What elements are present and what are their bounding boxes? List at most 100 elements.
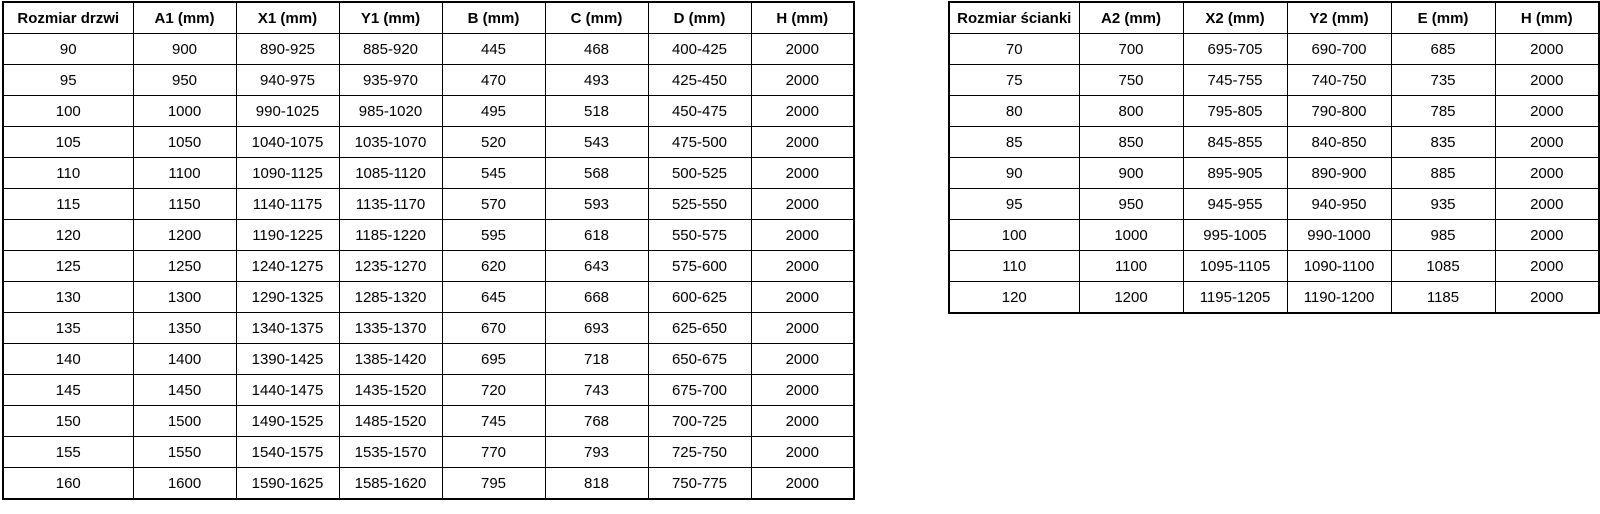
table-cell: 675-700 [647,374,752,406]
table-cell: 735 [1390,64,1496,96]
table-cell: 2000 [750,467,855,500]
table-cell: 2000 [750,33,855,65]
table-cell: 80 [948,95,1080,127]
table-cell: 1185 [1390,281,1496,314]
table-cell: 1290-1325 [235,281,340,313]
table-cell: 105 [2,126,134,158]
table-cell: 2000 [750,64,855,96]
table-cell: 995-1005 [1182,219,1288,251]
table-row: 85 850 845-855 840-850 835 2000 [948,126,1600,158]
table-cell: 1240-1275 [235,250,340,282]
table-cell: 1095-1105 [1182,250,1288,282]
table-cell: 795 [441,467,546,500]
table-cell: 1000 [132,95,237,127]
table-cell: 2000 [750,188,855,220]
table-cell: 743 [544,374,649,406]
table-cell: 840-850 [1286,126,1392,158]
table-cell: 645 [441,281,546,313]
table-cell: 445 [441,33,546,65]
table-cell: 2000 [1494,64,1600,96]
table-cell: 90 [2,33,134,65]
table-cell: 95 [2,64,134,96]
table-cell: 768 [544,405,649,437]
door-table-body: 90 900 890-925 885-920 445 468 400-425 2000 95 95… [2,33,855,500]
table-cell: 718 [544,343,649,375]
header-cell: Y2 (mm) [1286,1,1392,34]
table-cell: 643 [544,250,649,282]
header-cell: A2 (mm) [1078,1,1184,34]
table-cell: 1085 [1390,250,1496,282]
wall-size-table: Rozmiar ścianki A2 (mm) X2 (mm) Y2 (mm) E (m… [948,1,1600,314]
table-cell: 1000 [1078,219,1184,251]
table-cell: 495 [441,95,546,127]
table-cell: 120 [948,281,1080,314]
table-row: 95 950 945-955 940-950 935 2000 [948,188,1600,220]
table-cell: 745-755 [1182,64,1288,96]
table-row: 150 1500 1490-1525 1485-1520 745 768 700-725 20… [2,405,855,437]
table-cell: 1100 [132,157,237,189]
table-row: 115 1150 1140-1175 1135-1170 570 593 525-550 20… [2,188,855,220]
table-cell: 400-425 [647,33,752,65]
table-cell: 1235-1270 [338,250,443,282]
table-cell: 1135-1170 [338,188,443,220]
table-cell: 1450 [132,374,237,406]
table-cell: 1490-1525 [235,405,340,437]
table-cell: 568 [544,157,649,189]
table-cell: 70 [948,33,1080,65]
table-cell: 2000 [1494,219,1600,251]
table-cell: 2000 [1494,281,1600,314]
table-cell: 625-650 [647,312,752,344]
table-cell: 90 [948,157,1080,189]
table-cell: 1185-1220 [338,219,443,251]
table-cell: 685 [1390,33,1496,65]
table-cell: 130 [2,281,134,313]
table-row: 95 950 940-975 935-970 470 493 425-450 2000 [2,64,855,96]
table-cell: 75 [948,64,1080,96]
table-cell: 985-1020 [338,95,443,127]
table-cell: 1200 [132,219,237,251]
table-cell: 818 [544,467,649,500]
table-row: 125 1250 1240-1275 1235-1270 620 643 575-600 20… [2,250,855,282]
table-cell: 2000 [1494,126,1600,158]
table-cell: 1035-1070 [338,126,443,158]
table-row: 160 1600 1590-1625 1585-1620 795 818 750-775 20… [2,467,855,500]
table-row: 100 1000 995-1005 990-1000 985 2000 [948,219,1600,251]
table-cell: 850 [1078,126,1184,158]
table-cell: 520 [441,126,546,158]
table-cell: 670 [441,312,546,344]
table-cell: 595 [441,219,546,251]
table-cell: 890-900 [1286,157,1392,189]
table-cell: 935 [1390,188,1496,220]
table-cell: 100 [948,219,1080,251]
table-cell: 1600 [132,467,237,500]
table-cell: 770 [441,436,546,468]
table-cell: 1250 [132,250,237,282]
table-cell: 2000 [1494,33,1600,65]
table-cell: 1500 [132,405,237,437]
header-cell: Y1 (mm) [338,1,443,34]
table-cell: 1085-1120 [338,157,443,189]
table-cell: 793 [544,436,649,468]
table-cell: 990-1000 [1286,219,1392,251]
table-cell: 750-775 [647,467,752,500]
table-cell: 985 [1390,219,1496,251]
table-cell: 470 [441,64,546,96]
table-cell: 95 [948,188,1080,220]
table-cell: 1140-1175 [235,188,340,220]
table-cell: 695-705 [1182,33,1288,65]
door-table-header-row: Rozmiar drzwi A1 (mm) X1 (mm) Y1 (mm) B (mm)… [2,1,855,34]
table-cell: 2000 [750,343,855,375]
table-cell: 1100 [1078,250,1184,282]
wall-table-header-row: Rozmiar ścianki A2 (mm) X2 (mm) Y2 (mm) E (m… [948,1,1600,34]
table-row: 110 1100 1095-1105 1090-1100 1085 2000 [948,250,1600,282]
table-row: 90 900 895-905 890-900 885 2000 [948,157,1600,189]
table-cell: 1350 [132,312,237,344]
table-cell: 800 [1078,95,1184,127]
table-cell: 110 [2,157,134,189]
table-cell: 575-600 [647,250,752,282]
header-cell: Rozmiar ścianki [948,1,1080,34]
header-cell: Rozmiar drzwi [2,1,134,34]
table-row: 75 750 745-755 740-750 735 2000 [948,64,1600,96]
table-cell: 543 [544,126,649,158]
